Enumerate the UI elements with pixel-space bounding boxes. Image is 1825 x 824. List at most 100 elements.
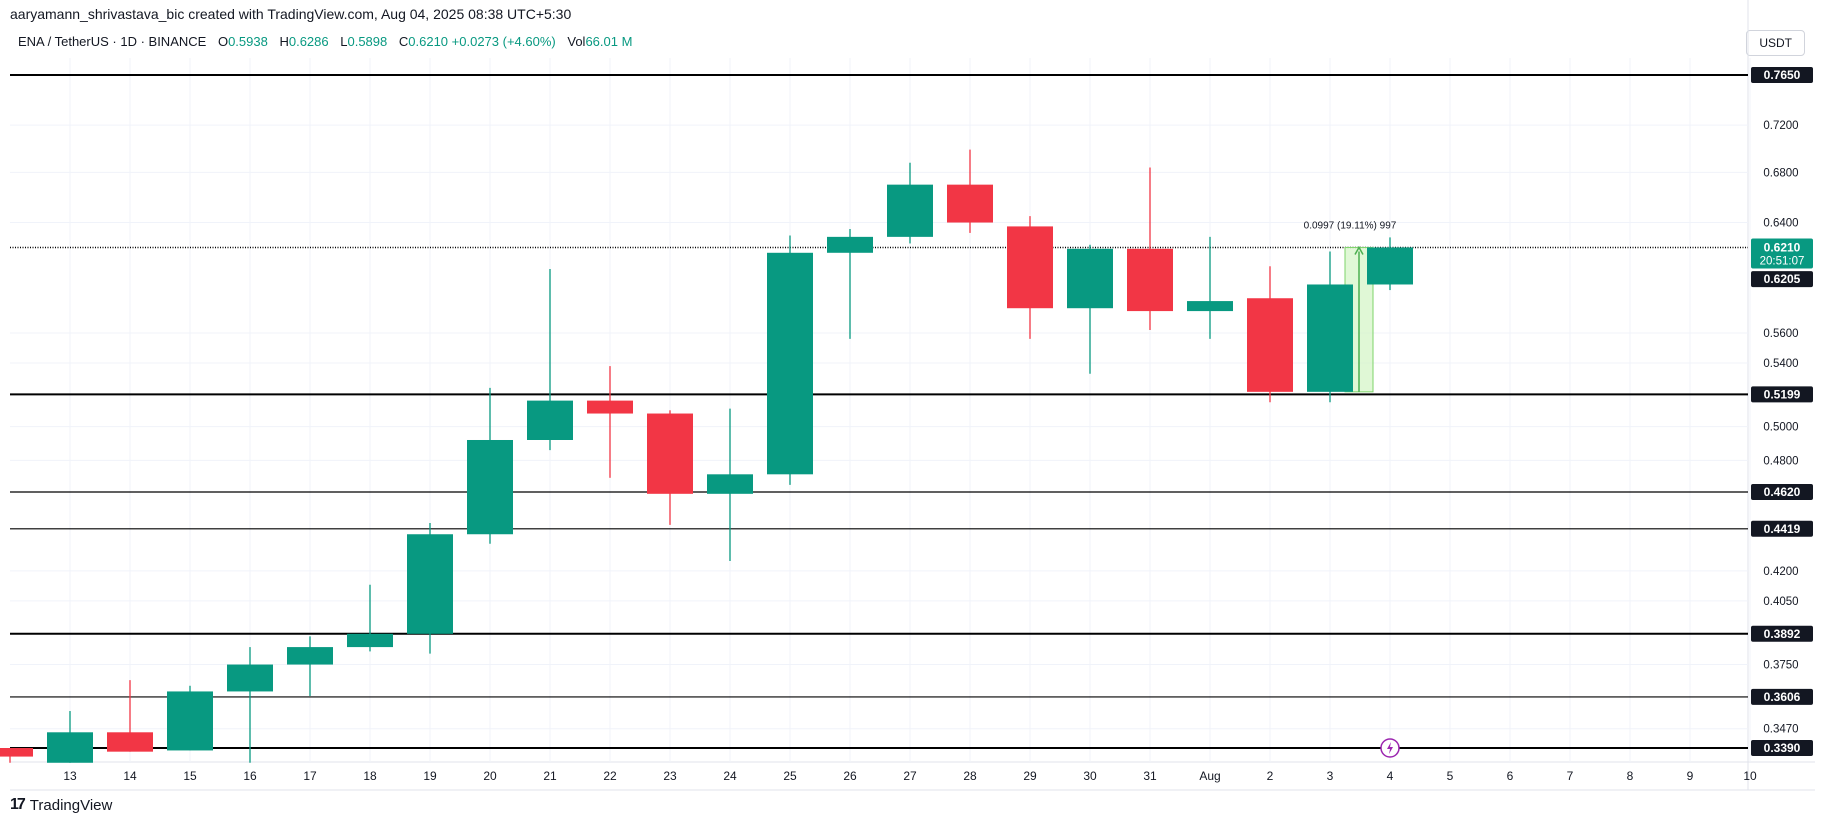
current-price-badge [1751,238,1813,269]
candle-body[interactable] [347,633,393,648]
volume-label: Vol [567,34,586,49]
price-tick-label: 0.5600 [1763,328,1798,340]
time-tick-label: 10 [1743,769,1757,783]
time-tick-label: 5 [1447,769,1454,783]
time-tick-label: 30 [1083,769,1097,783]
current-price-label: 0.6210 [1764,240,1801,254]
change-value: +0.0273 (+4.60%) [451,34,556,49]
price-tick-label: 0.6400 [1763,218,1798,230]
price-tick-label: 0.5000 [1763,422,1798,434]
candle-body[interactable] [767,252,813,475]
candle-body[interactable] [47,732,93,763]
time-tick-label: 29 [1023,769,1037,783]
price-level-badge-label: 0.4620 [1764,485,1801,499]
price-level-badge [1751,67,1813,83]
candle-body[interactable] [1367,247,1413,285]
tradingview-logo-icon: 17 [10,796,26,813]
time-tick-label: 19 [423,769,437,783]
price-level-badge-label: 0.6205 [1764,272,1801,286]
candle-body[interactable] [1247,298,1293,392]
price-tick-label: 0.3750 [1763,660,1798,672]
time-tick-label: Aug [1199,769,1220,783]
candle-body[interactable] [527,400,573,440]
candle-body[interactable] [1187,301,1233,312]
symbol-name[interactable]: ENA / TetherUS · 1D · BINANCE [18,34,207,49]
candle-body[interactable] [587,400,633,414]
time-tick-label: 17 [303,769,317,783]
time-tick-label: 28 [963,769,977,783]
candle-body[interactable] [707,474,753,494]
price-level-badge-label: 0.7650 [1764,68,1801,82]
candle-body[interactable] [1067,248,1113,309]
low-value: 0.5898 [347,34,388,49]
candle-body[interactable] [1007,226,1053,309]
price-level-badge-label: 0.3606 [1764,690,1801,704]
time-tick-label: 27 [903,769,917,783]
measure-label: 0.0997 (19.11%) 997 [1304,220,1397,231]
time-tick-label: 9 [1687,769,1694,783]
price-level-badge [1751,520,1813,537]
measure-arrow-head [1354,245,1364,255]
candle-body[interactable] [887,184,933,237]
candle-body[interactable] [0,748,33,757]
time-tick-label: 8 [1627,769,1634,783]
time-tick-label: 6 [1507,769,1514,783]
time-tick-label: 23 [663,769,677,783]
lightning-bolt-icon [1387,742,1393,754]
candle-body[interactable] [1307,284,1353,392]
time-tick-label: 16 [243,769,257,783]
time-tick-label: 21 [543,769,557,783]
price-tick-label: 0.3470 [1763,724,1798,736]
time-tick-label: 13 [63,769,77,783]
candle-body[interactable] [407,534,453,634]
price-tick-label: 0.6800 [1763,167,1798,179]
tradingview-brand[interactable]: 17 TradingView [10,796,112,814]
candle-body[interactable] [107,732,153,752]
time-tick-label: 24 [723,769,737,783]
candle-body[interactable] [1127,248,1173,312]
price-level-badge [1751,740,1813,756]
low-label: L [340,34,348,49]
attribution-text: aaryamann_shrivastava_bic created with T… [10,6,572,22]
time-tick-label: 2 [1267,769,1274,783]
time-tick-label: 20 [483,769,497,783]
candle-body[interactable] [827,236,873,253]
price-level-badge-label: 0.3892 [1764,627,1801,641]
candle-body[interactable] [647,413,693,494]
time-tick-label: 3 [1327,769,1334,783]
time-tick-label: 18 [363,769,377,783]
price-level-badge [1751,386,1813,403]
close-label: C [398,34,409,49]
price-level-badge-label: 0.5199 [1764,387,1801,401]
time-tick-label: 4 [1387,769,1394,783]
price-tick-label: 0.5400 [1763,358,1798,370]
volume-value: 66.01 M [585,34,633,49]
candle-body[interactable] [227,664,273,692]
price-tick-label: 0.4200 [1763,566,1798,578]
price-level-badge [1751,625,1813,642]
currency-selector[interactable]: USDT [1746,30,1805,56]
candle-body[interactable] [947,184,993,223]
plot-area[interactable] [10,56,1748,762]
candle-body[interactable] [287,647,333,665]
high-label: H [279,34,289,49]
price-level-badge-label: 0.4419 [1764,522,1801,536]
brand-name: TradingView [29,796,113,814]
price-tick-label: 0.4050 [1763,596,1798,608]
candle-body[interactable] [167,691,213,751]
high-value: 0.6286 [288,34,329,49]
countdown-label: 20:51:07 [1760,255,1805,267]
time-tick-label: 31 [1143,769,1157,783]
price-level-badge [1751,484,1813,501]
price-tick-label: 0.4800 [1763,455,1798,467]
open-value: 0.5938 [228,34,268,49]
price-tick-label: 0.7200 [1763,120,1798,132]
time-tick-label: 26 [843,769,857,783]
symbol-legend: ENA / TetherUS · 1D · BINANCE O0.5938 H0… [18,34,632,49]
time-tick-label: 14 [123,769,137,783]
open-label: O [217,34,229,49]
time-tick-label: 22 [603,769,617,783]
candle-body[interactable] [467,439,513,535]
price-level-badge [1751,271,1813,288]
